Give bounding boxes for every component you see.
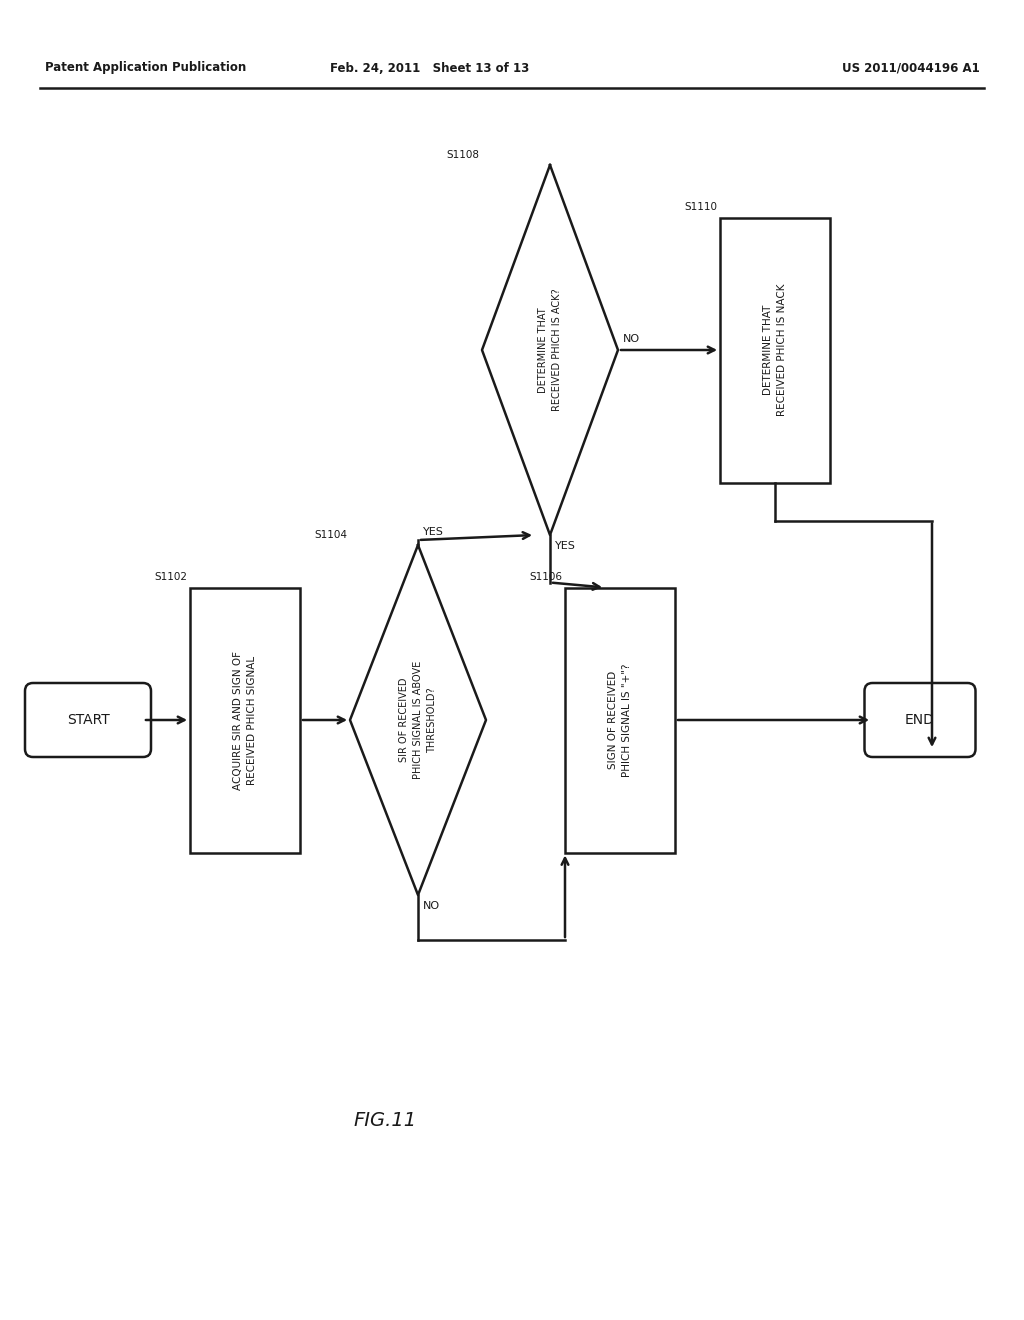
Text: SIGN OF RECEIVED
PHICH SIGNAL IS "+"?: SIGN OF RECEIVED PHICH SIGNAL IS "+"?: [608, 663, 632, 776]
FancyBboxPatch shape: [864, 682, 976, 756]
Text: START: START: [67, 713, 110, 727]
Bar: [720, 218, 830, 483]
Text: END: END: [905, 713, 935, 727]
Text: NO: NO: [623, 334, 640, 345]
Text: S1104: S1104: [314, 531, 347, 540]
Text: DETERMINE THAT
RECEIVED PHICH IS ACK?: DETERMINE THAT RECEIVED PHICH IS ACK?: [538, 289, 562, 412]
Text: DETERMINE THAT
RECEIVED PHICH IS NACK: DETERMINE THAT RECEIVED PHICH IS NACK: [763, 284, 787, 416]
FancyBboxPatch shape: [25, 682, 151, 756]
Bar: [565, 587, 675, 853]
Text: YES: YES: [555, 541, 575, 550]
Text: NO: NO: [423, 902, 440, 911]
Text: ACQUIRE SIR AND SIGN OF
RECEIVED PHICH SIGNAL: ACQUIRE SIR AND SIGN OF RECEIVED PHICH S…: [233, 651, 257, 789]
Text: S1106: S1106: [529, 573, 562, 582]
Text: FIG.11: FIG.11: [353, 1110, 417, 1130]
Text: S1110: S1110: [684, 202, 717, 213]
Text: US 2011/0044196 A1: US 2011/0044196 A1: [843, 62, 980, 74]
Text: SIR OF RECEIVED
PHICH SIGNAL IS ABOVE
THRESHOLD?: SIR OF RECEIVED PHICH SIGNAL IS ABOVE TH…: [399, 661, 437, 779]
Bar: [190, 587, 300, 853]
Text: Feb. 24, 2011   Sheet 13 of 13: Feb. 24, 2011 Sheet 13 of 13: [331, 62, 529, 74]
Text: S1108: S1108: [446, 150, 479, 160]
Text: S1102: S1102: [154, 573, 187, 582]
Text: Patent Application Publication: Patent Application Publication: [45, 62, 246, 74]
Text: YES: YES: [423, 527, 443, 537]
